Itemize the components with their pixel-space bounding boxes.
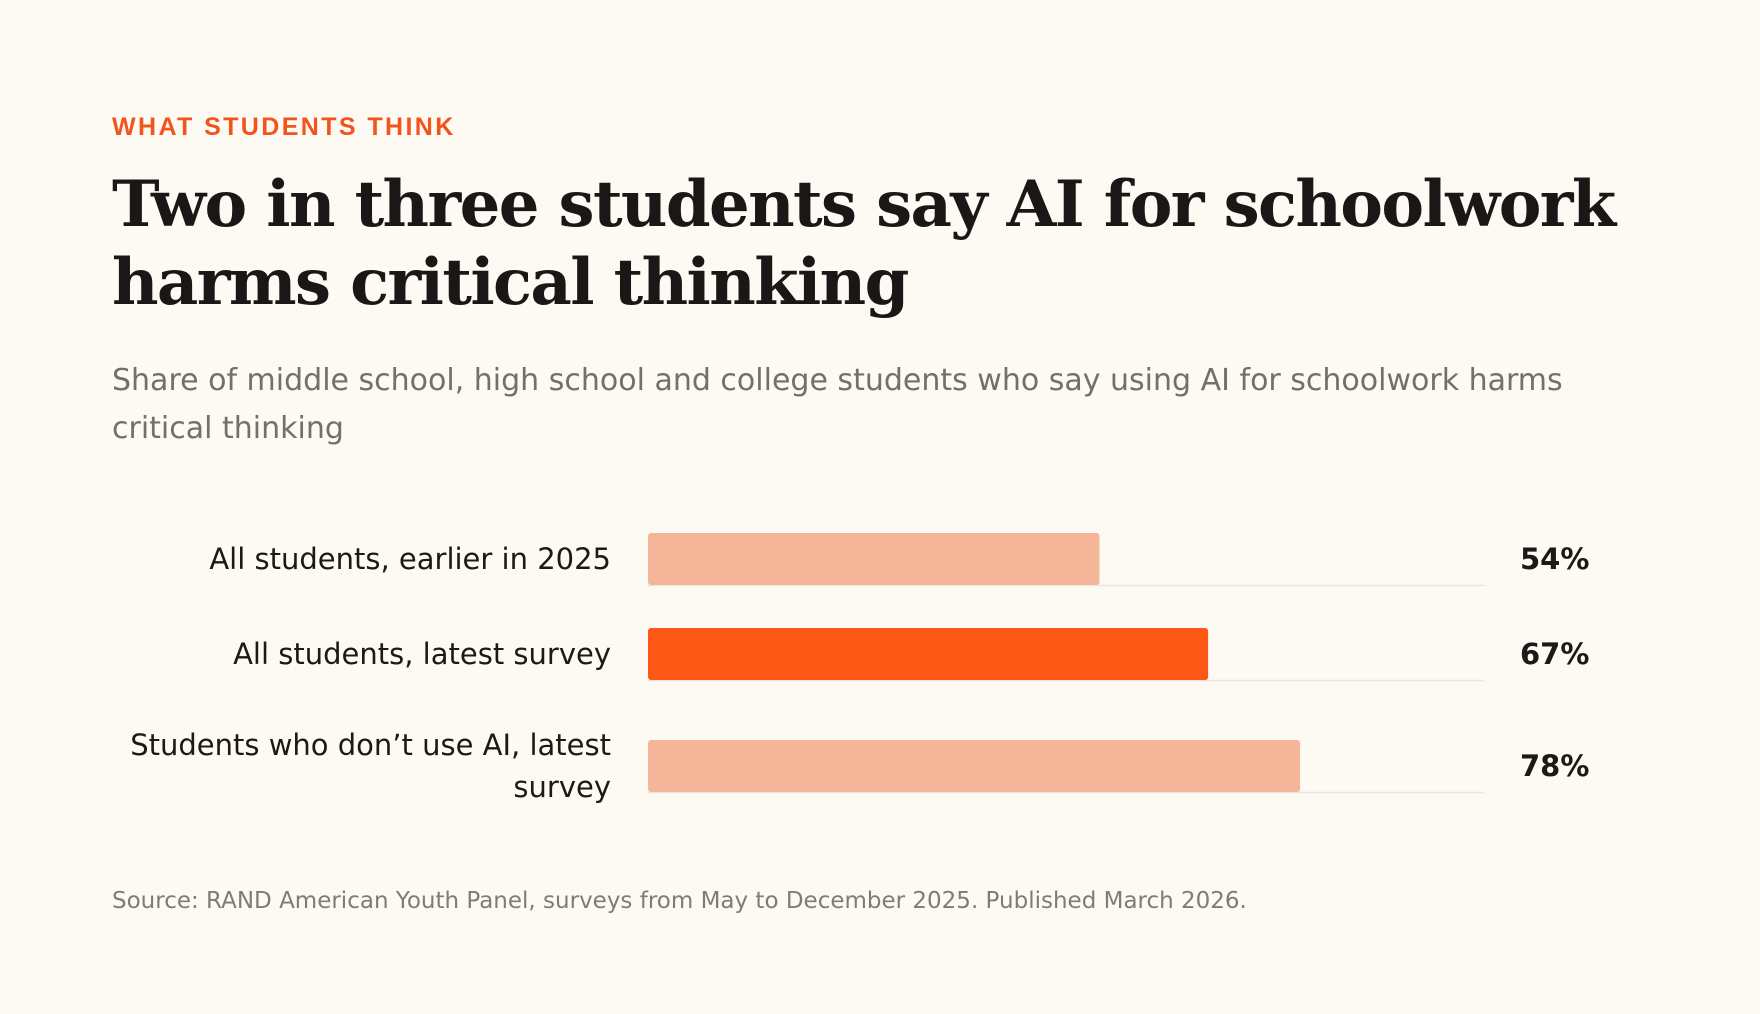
value-label: 78% xyxy=(1520,749,1589,783)
chart-eyebrow: WHAT STUDENTS THINK xyxy=(112,113,456,141)
bar-3 xyxy=(648,740,1301,792)
category-label: All students, latest survey xyxy=(233,637,611,671)
source-note: Source: RAND American Youth Panel, surve… xyxy=(112,888,1247,914)
chart-subtitle: Share of middle school, high school and … xyxy=(112,363,1563,446)
category-label: Students who don’t use AI, latest survey xyxy=(130,728,611,804)
category-label: All students, earlier in 2025 xyxy=(209,542,611,576)
bar-1 xyxy=(648,533,1100,585)
value-label: 54% xyxy=(1520,542,1589,576)
chart-title: Two in three students say AI for schoolw… xyxy=(112,167,1616,320)
bar-2 xyxy=(648,628,1209,680)
value-label: 67% xyxy=(1520,637,1589,671)
